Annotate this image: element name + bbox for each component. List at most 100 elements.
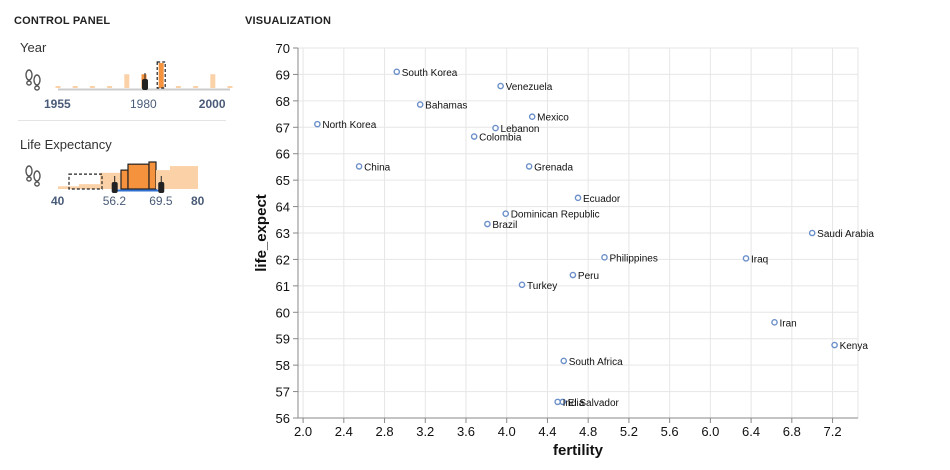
data-point[interactable] bbox=[554, 398, 561, 406]
x-tick-label: 6.0 bbox=[701, 424, 719, 439]
data-point[interactable] bbox=[742, 255, 750, 262]
histogram-bar bbox=[124, 74, 130, 88]
point-label: El Salvador bbox=[568, 398, 620, 409]
histogram-bar bbox=[107, 86, 113, 88]
point-label: Ecuador bbox=[583, 194, 621, 205]
y-tick-label: 56 bbox=[276, 411, 290, 426]
point-label: Mexico bbox=[537, 113, 569, 124]
data-point[interactable] bbox=[416, 101, 424, 108]
x-tick-label: 6.4 bbox=[742, 424, 760, 439]
y-tick-label: 63 bbox=[276, 226, 290, 241]
brush-selection[interactable] bbox=[68, 173, 103, 190]
data-point[interactable] bbox=[470, 133, 478, 140]
range-handle[interactable] bbox=[142, 79, 148, 90]
y-tick-label: 70 bbox=[276, 41, 290, 56]
histogram-bar bbox=[158, 63, 164, 88]
footprints-icon bbox=[25, 69, 41, 91]
point-label: South Africa bbox=[569, 357, 623, 368]
x-tick-label: 4.0 bbox=[498, 424, 516, 439]
histogram-bar bbox=[55, 86, 61, 88]
data-point[interactable] bbox=[492, 124, 499, 132]
point-label: Lebanon bbox=[501, 124, 540, 135]
scatter-plot: 2.0 2.4 2.8 3.2 3.6 4.0 4.4 4.8 5.2 5.6 6.0 6.4 6.8 7… bbox=[253, 41, 874, 459]
x-tick-label: 5.2 bbox=[620, 424, 638, 439]
data-point[interactable] bbox=[601, 254, 608, 261]
histogram-bar bbox=[175, 86, 181, 88]
point-label: Turkey bbox=[527, 281, 557, 292]
histogram-bar bbox=[120, 169, 129, 190]
x-tick-label: 7.2 bbox=[824, 424, 842, 439]
y-tick-label: 58 bbox=[276, 358, 290, 373]
brush-selection[interactable] bbox=[156, 61, 166, 89]
point-label: Iraq bbox=[751, 254, 768, 265]
control-panel-title: CONTROL PANEL bbox=[14, 15, 111, 27]
histogram-bar bbox=[227, 86, 233, 88]
x-tick-label: 4.4 bbox=[538, 424, 556, 439]
y-tick-label: 62 bbox=[276, 252, 290, 267]
data-point[interactable] bbox=[502, 210, 510, 218]
y-tick-label: 65 bbox=[276, 173, 290, 188]
y-tick-label: 64 bbox=[276, 200, 290, 215]
life-expectancy-filter-label: Life Expectancy bbox=[20, 137, 112, 152]
y-axis-label: life_expect bbox=[253, 194, 270, 272]
histogram-bar bbox=[127, 163, 150, 190]
data-point[interactable] bbox=[314, 120, 321, 128]
point-label: Colombia bbox=[479, 133, 522, 144]
point-label: North Korea bbox=[322, 120, 376, 131]
year-tick-label: 1955 bbox=[44, 97, 71, 111]
point-label: Saudi Arabia bbox=[817, 229, 874, 240]
year-range-slider[interactable]: 1955 1980 2000 bbox=[20, 56, 233, 114]
data-point[interactable] bbox=[808, 229, 816, 237]
year-tick-label: 2000 bbox=[198, 97, 226, 111]
point-label: Grenada bbox=[534, 162, 573, 173]
x-axis-label: fertility bbox=[553, 442, 604, 459]
point-label: Iran bbox=[780, 318, 797, 329]
point-label: Kenya bbox=[840, 341, 869, 352]
point-label: Dominican Republic bbox=[511, 210, 600, 221]
life-expectancy-range-slider[interactable]: 40 56.2 69.5 80 bbox=[20, 152, 230, 210]
data-point[interactable] bbox=[560, 357, 568, 365]
data-point[interactable] bbox=[355, 163, 363, 170]
histogram-bar bbox=[89, 86, 95, 88]
point-label: China bbox=[364, 162, 391, 173]
life-expectancy-tick-label: 56.2 bbox=[102, 194, 127, 208]
y-tick-label: 60 bbox=[276, 305, 290, 320]
visualization-title: VISUALIZATION bbox=[245, 15, 332, 27]
data-point[interactable] bbox=[484, 220, 491, 228]
histogram-bar bbox=[100, 172, 121, 189]
histogram-bar bbox=[72, 86, 78, 88]
point-label: Bahamas bbox=[425, 101, 467, 112]
data-point[interactable] bbox=[525, 163, 533, 170]
point-label: Philippines bbox=[609, 253, 657, 264]
data-point[interactable] bbox=[518, 281, 526, 289]
data-point[interactable] bbox=[528, 113, 536, 121]
data-point[interactable] bbox=[831, 341, 838, 349]
range-handle[interactable] bbox=[111, 182, 118, 193]
x-tick-label: 4.8 bbox=[579, 424, 597, 439]
histogram-bar bbox=[170, 166, 198, 189]
y-tick-label: 67 bbox=[276, 120, 290, 135]
point-label: India bbox=[563, 398, 585, 409]
x-tick-label: 3.2 bbox=[416, 424, 434, 439]
data-point[interactable] bbox=[497, 82, 504, 90]
y-tick-label: 59 bbox=[276, 332, 290, 347]
data-point[interactable] bbox=[574, 194, 582, 202]
data-point[interactable] bbox=[771, 319, 778, 326]
life-expectancy-tick-label: 80 bbox=[191, 194, 205, 208]
y-tick-label: 69 bbox=[276, 67, 290, 82]
histogram-bar bbox=[210, 74, 216, 88]
data-point[interactable] bbox=[393, 68, 401, 76]
x-tick-label: 3.6 bbox=[457, 424, 475, 439]
point-label: Brazil bbox=[492, 220, 517, 231]
range-handle[interactable] bbox=[158, 182, 165, 193]
year-tick-label: 1980 bbox=[130, 97, 157, 111]
year-filter-label: Year bbox=[20, 40, 47, 55]
data-point[interactable] bbox=[569, 271, 577, 279]
histogram-bar bbox=[79, 184, 100, 189]
x-tick-label: 2.8 bbox=[376, 424, 394, 439]
point-label: Peru bbox=[578, 271, 599, 282]
x-tick-label: 2.0 bbox=[294, 424, 312, 439]
filter-divider bbox=[18, 120, 226, 121]
y-tick-label: 57 bbox=[276, 385, 290, 400]
x-tick-label: 5.6 bbox=[661, 424, 679, 439]
